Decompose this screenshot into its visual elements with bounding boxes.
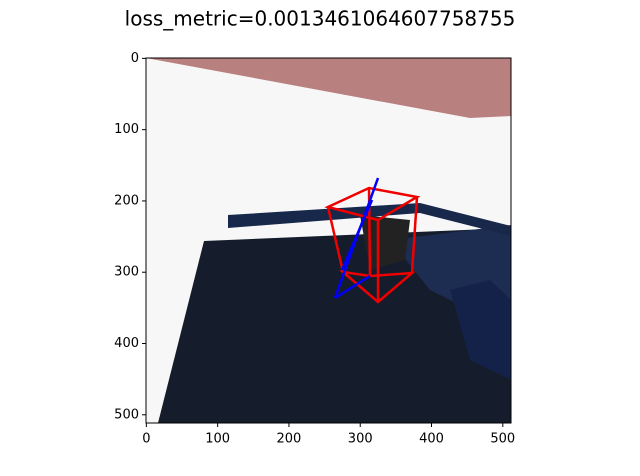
y-tick-label: 300 [114,265,139,280]
y-tick-label: 200 [114,193,139,208]
x-tick-label: 100 [205,432,230,447]
x-tick-label: 400 [419,432,444,447]
chair [450,280,511,380]
image [146,58,511,423]
x-tick-label: 0 [142,432,150,447]
box-3d [324,186,421,304]
y-tick-label: 0 [131,51,139,66]
ceiling [146,58,511,118]
y-tick-label: 100 [114,122,139,137]
axes-3d [333,177,380,300]
y-tick-label: 400 [114,336,139,351]
railing [228,203,511,236]
x-tick-label: 500 [490,432,515,447]
x-tick-label: 200 [277,432,302,447]
object [360,215,410,270]
y-tick-label: 500 [114,407,139,422]
axes-frame [145,57,512,424]
x-tick-label: 300 [348,432,373,447]
chart-title: loss_metric=0.0013461064607758755 [125,7,516,31]
